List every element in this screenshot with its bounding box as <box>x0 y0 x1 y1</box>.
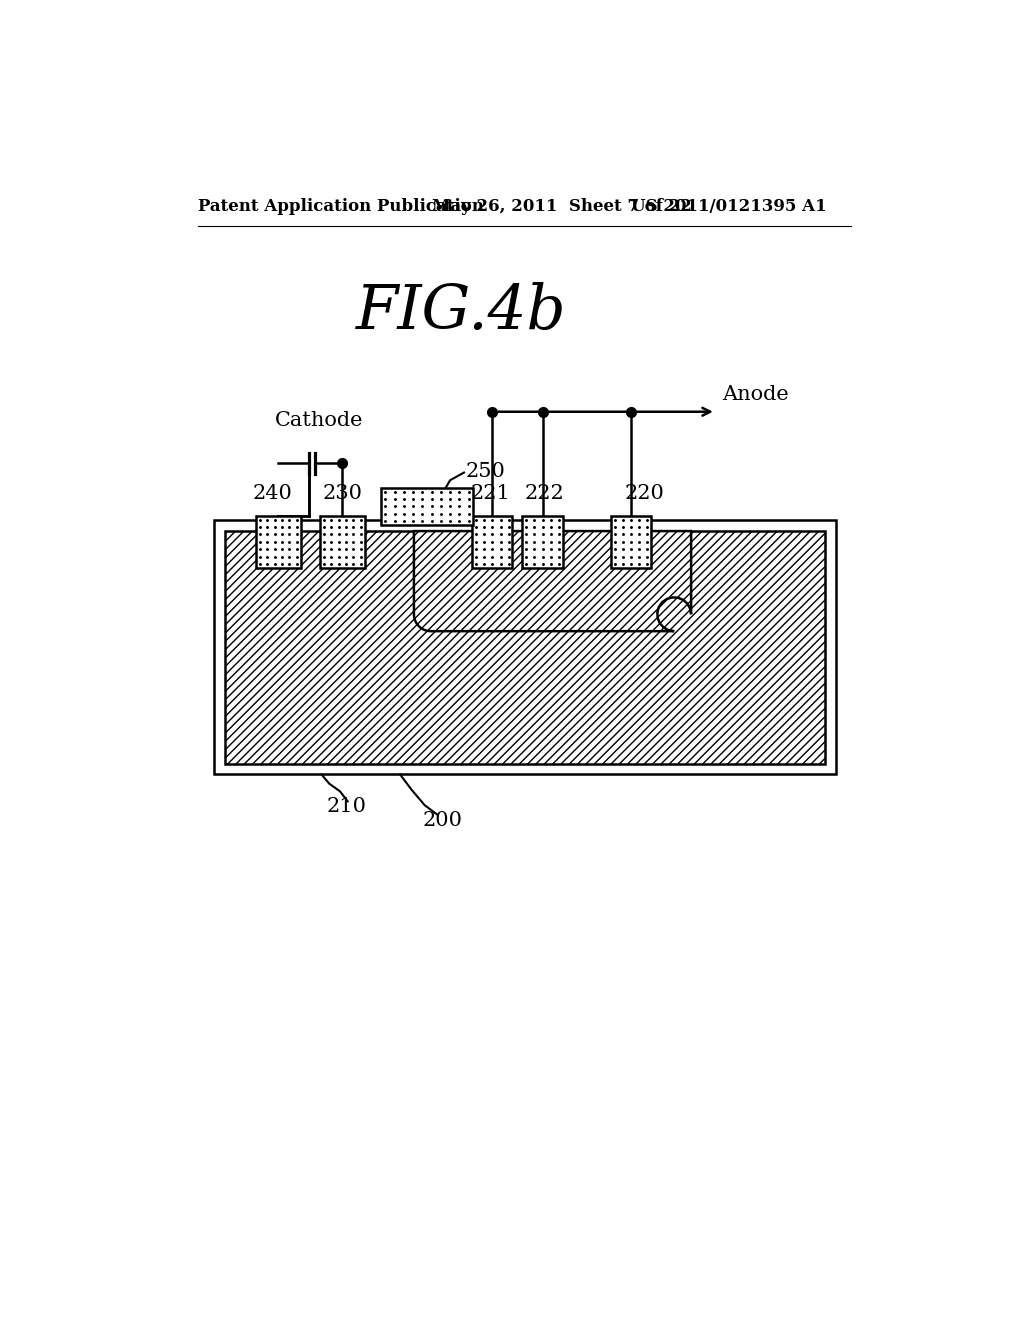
Polygon shape <box>414 531 691 631</box>
Text: 221: 221 <box>471 483 511 503</box>
Bar <box>224 531 825 763</box>
Bar <box>214 520 836 775</box>
Text: US 2011/0121395 A1: US 2011/0121395 A1 <box>631 198 826 215</box>
Text: May 26, 2011  Sheet 7 of 22: May 26, 2011 Sheet 7 of 22 <box>432 198 692 215</box>
Bar <box>256 516 301 568</box>
Text: 250: 250 <box>466 462 506 480</box>
Text: 200: 200 <box>423 810 463 830</box>
Text: Patent Application Publication: Patent Application Publication <box>199 198 484 215</box>
Bar <box>381 488 473 525</box>
Polygon shape <box>414 531 691 631</box>
Text: FIG.4b: FIG.4b <box>356 282 567 342</box>
Bar <box>319 516 365 568</box>
Bar <box>611 516 651 568</box>
Text: 210: 210 <box>327 797 367 816</box>
Bar <box>472 516 512 568</box>
Text: Cathode: Cathode <box>274 412 364 430</box>
Text: Anode: Anode <box>722 385 788 404</box>
Text: 220: 220 <box>625 483 665 503</box>
Text: 230: 230 <box>323 483 362 503</box>
Bar <box>522 516 562 568</box>
Text: 240: 240 <box>252 483 292 503</box>
Text: 222: 222 <box>524 483 564 503</box>
